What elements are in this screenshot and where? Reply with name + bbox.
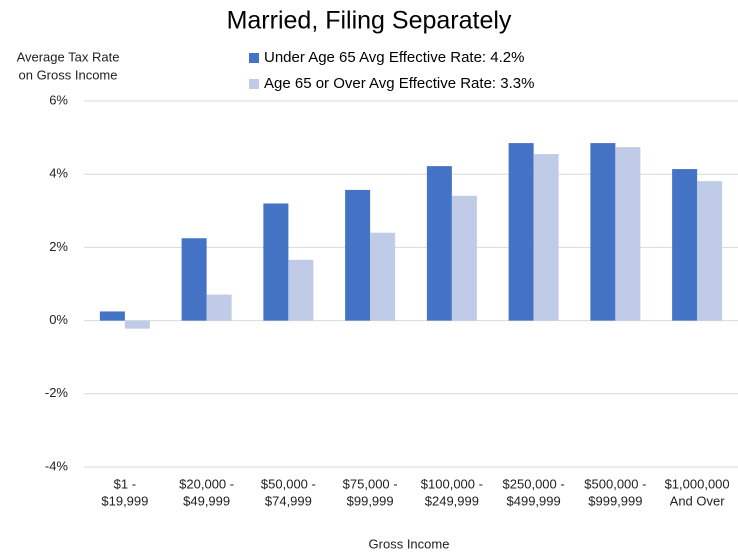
legend-swatch bbox=[249, 53, 259, 63]
bar bbox=[99, 311, 125, 321]
bar bbox=[181, 238, 207, 321]
x-tick-label: $20,000 - bbox=[179, 476, 234, 491]
y-tick-label: 6% bbox=[49, 92, 68, 107]
bar bbox=[426, 166, 452, 321]
y-axis-label: on Gross Income bbox=[19, 67, 118, 82]
x-tick-label: $74,999 bbox=[265, 493, 312, 508]
x-tick-label: $999,999 bbox=[588, 493, 642, 508]
bar bbox=[672, 169, 698, 321]
x-tick-label: $19,999 bbox=[101, 493, 148, 508]
bar bbox=[288, 259, 314, 321]
bar bbox=[615, 147, 641, 321]
y-axis-label: Average Tax Rate bbox=[17, 49, 120, 64]
bar bbox=[263, 203, 289, 321]
x-tick-label: $500,000 - bbox=[584, 476, 646, 491]
y-tick-label: -4% bbox=[45, 458, 69, 473]
x-tick-label: And Over bbox=[670, 493, 726, 508]
bar bbox=[370, 232, 396, 321]
legend-swatch bbox=[249, 79, 259, 89]
bar bbox=[590, 143, 616, 321]
x-tick-label: $250,000 - bbox=[503, 476, 565, 491]
y-tick-label: 2% bbox=[49, 239, 68, 254]
chart-title: Married, Filing Separately bbox=[227, 7, 512, 35]
x-tick-label: $100,000 - bbox=[421, 476, 483, 491]
bar bbox=[508, 143, 534, 321]
x-tick-label: $75,000 - bbox=[343, 476, 398, 491]
legend-label: Under Age 65 Avg Effective Rate: 4.2% bbox=[264, 49, 524, 66]
bar bbox=[206, 294, 232, 321]
bar bbox=[451, 195, 477, 321]
y-tick-label: 0% bbox=[49, 312, 68, 327]
x-tick-label: $249,999 bbox=[425, 493, 479, 508]
y-tick-label: -2% bbox=[45, 385, 69, 400]
x-tick-label: $1 - bbox=[114, 476, 136, 491]
x-tick-label: $49,999 bbox=[183, 493, 230, 508]
x-axis-label: Gross Income bbox=[369, 536, 450, 551]
bar bbox=[345, 189, 371, 321]
x-tick-label: $50,000 - bbox=[261, 476, 316, 491]
bar bbox=[697, 181, 723, 321]
legend-label: Age 65 or Over Avg Effective Rate: 3.3% bbox=[264, 75, 534, 92]
bar bbox=[124, 320, 150, 329]
x-tick-label: $99,999 bbox=[347, 493, 394, 508]
y-tick-label: 4% bbox=[49, 166, 68, 181]
bar bbox=[533, 154, 559, 321]
x-tick-label: $499,999 bbox=[507, 493, 561, 508]
x-tick-label: $1,000,000 bbox=[665, 476, 730, 491]
